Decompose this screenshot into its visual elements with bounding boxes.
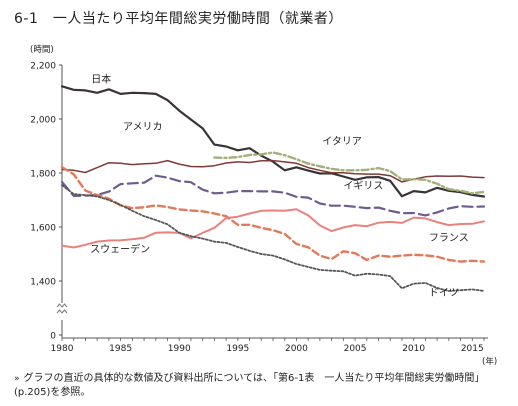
x-tick-label: 2015 bbox=[461, 344, 484, 354]
series-label: 日本 bbox=[91, 73, 111, 86]
series-label: フランス bbox=[429, 232, 469, 244]
y-tick-label: 1,800 bbox=[30, 170, 56, 180]
chart-title: 6-1 一人当たり平均年間総実労働時間（就業者） bbox=[14, 11, 343, 27]
series-label: イタリア bbox=[322, 136, 362, 148]
series-label: アメリカ bbox=[123, 121, 163, 133]
x-tick-label: 1985 bbox=[109, 344, 132, 354]
x-tick-label: 1980 bbox=[51, 344, 74, 354]
axis-break-mark bbox=[56, 303, 68, 308]
series-label: ドイツ bbox=[429, 288, 459, 299]
footnote: » グラフの直近の具体的な数値及び資料出所については、「第6-1表 一人当たり平均… bbox=[14, 372, 510, 400]
series-line bbox=[60, 85, 486, 198]
series-line bbox=[61, 208, 485, 249]
x-tick-label: 2010 bbox=[402, 344, 425, 354]
series-label: イギリス bbox=[343, 180, 383, 192]
axes: 0 1,400 1,600 1,800 2,000 2,200 (時間) 1980 1985 19… bbox=[30, 45, 497, 367]
y-tick-label: 1,600 bbox=[30, 224, 56, 234]
x-tick-label: 2000 bbox=[285, 344, 308, 354]
x-tick-label: 1995 bbox=[226, 344, 249, 354]
x-tick-label: 1990 bbox=[168, 344, 191, 354]
y-tick-label: 2,200 bbox=[30, 62, 56, 72]
y-axis-label: (時間) bbox=[30, 45, 54, 55]
axis-break-mark bbox=[56, 309, 68, 314]
series-line bbox=[61, 184, 485, 292]
series-line bbox=[60, 165, 486, 263]
footnote-mark: » bbox=[14, 374, 20, 384]
series-line bbox=[60, 174, 486, 217]
y-tick-label: 2,000 bbox=[30, 116, 56, 126]
series-line bbox=[213, 151, 486, 195]
y-tick-label: 0 bbox=[50, 332, 56, 342]
series-lines bbox=[60, 85, 486, 292]
x-axis-label: (年) bbox=[482, 356, 497, 367]
footnote-text: グラフの直近の具体的な数値及び資料出所については、「第6-1表 一人当たり平均年… bbox=[14, 373, 485, 398]
series-label: スウェーデン bbox=[90, 243, 150, 256]
x-tick-label: 2005 bbox=[344, 344, 367, 354]
y-tick-label: 1,400 bbox=[30, 278, 56, 288]
